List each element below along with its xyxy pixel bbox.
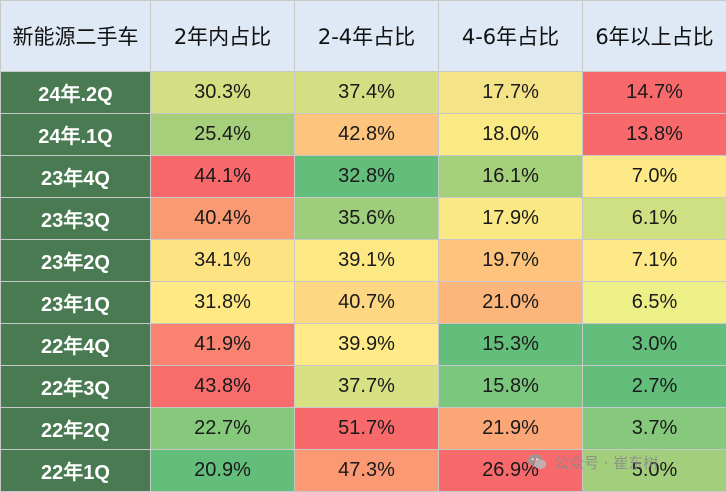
table-cell: 41.9% bbox=[151, 324, 295, 366]
wechat-icon bbox=[526, 451, 548, 473]
row-label: 23年1Q bbox=[1, 282, 151, 324]
header-2yr: 2年内占比 bbox=[151, 1, 295, 72]
table-cell: 21.0% bbox=[439, 282, 583, 324]
table-cell: 22.7% bbox=[151, 408, 295, 450]
table-cell: 19.7% bbox=[439, 240, 583, 282]
table-cell: 15.3% bbox=[439, 324, 583, 366]
table-cell: 3.7% bbox=[583, 408, 726, 450]
table-cell: 39.1% bbox=[295, 240, 439, 282]
table-cell: 20.9% bbox=[151, 450, 295, 492]
table-cell: 25.4% bbox=[151, 114, 295, 156]
table-cell: 39.9% bbox=[295, 324, 439, 366]
table-cell: 15.8% bbox=[439, 366, 583, 408]
watermark: 公众号 · 崔东树 bbox=[526, 449, 658, 475]
table-cell: 32.8% bbox=[295, 156, 439, 198]
table-cell: 30.3% bbox=[151, 72, 295, 114]
table-cell: 13.8% bbox=[583, 114, 726, 156]
row-label: 23年4Q bbox=[1, 156, 151, 198]
table-cell: 44.1% bbox=[151, 156, 295, 198]
row-label: 24年.1Q bbox=[1, 114, 151, 156]
table-cell: 18.0% bbox=[439, 114, 583, 156]
row-label: 22年3Q bbox=[1, 366, 151, 408]
table-cell: 14.7% bbox=[583, 72, 726, 114]
table-cell: 31.8% bbox=[151, 282, 295, 324]
table-cell: 6.1% bbox=[583, 198, 726, 240]
table-cell: 47.3% bbox=[295, 450, 439, 492]
table-cell: 37.4% bbox=[295, 72, 439, 114]
row-label: 24年.2Q bbox=[1, 72, 151, 114]
watermark-text: 公众号 · 崔东树 bbox=[554, 452, 658, 473]
table-cell: 51.7% bbox=[295, 408, 439, 450]
table-cell: 17.9% bbox=[439, 198, 583, 240]
header-6yr-plus: 6年以上占比 bbox=[583, 1, 726, 72]
table-cell: 2.7% bbox=[583, 366, 726, 408]
table-cell: 34.1% bbox=[151, 240, 295, 282]
header-2-4yr: 2-4年占比 bbox=[295, 1, 439, 72]
table-cell: 17.7% bbox=[439, 72, 583, 114]
table-cell: 21.9% bbox=[439, 408, 583, 450]
table-cell: 6.5% bbox=[583, 282, 726, 324]
table-cell: 3.0% bbox=[583, 324, 726, 366]
row-label: 22年4Q bbox=[1, 324, 151, 366]
table-cell: 37.7% bbox=[295, 366, 439, 408]
header-4-6yr: 4-6年占比 bbox=[439, 1, 583, 72]
table-cell: 7.1% bbox=[583, 240, 726, 282]
header-category: 新能源二手车 bbox=[1, 1, 151, 72]
table-cell: 40.4% bbox=[151, 198, 295, 240]
table-cell: 7.0% bbox=[583, 156, 726, 198]
table-cell: 16.1% bbox=[439, 156, 583, 198]
row-label: 22年2Q bbox=[1, 408, 151, 450]
table-cell: 35.6% bbox=[295, 198, 439, 240]
table-cell: 43.8% bbox=[151, 366, 295, 408]
row-label: 23年2Q bbox=[1, 240, 151, 282]
row-label: 23年3Q bbox=[1, 198, 151, 240]
table-cell: 40.7% bbox=[295, 282, 439, 324]
header-row: 新能源二手车 2年内占比 2-4年占比 4-6年占比 6年以上占比 bbox=[1, 1, 726, 72]
table-cell: 42.8% bbox=[295, 114, 439, 156]
row-label: 22年1Q bbox=[1, 450, 151, 492]
